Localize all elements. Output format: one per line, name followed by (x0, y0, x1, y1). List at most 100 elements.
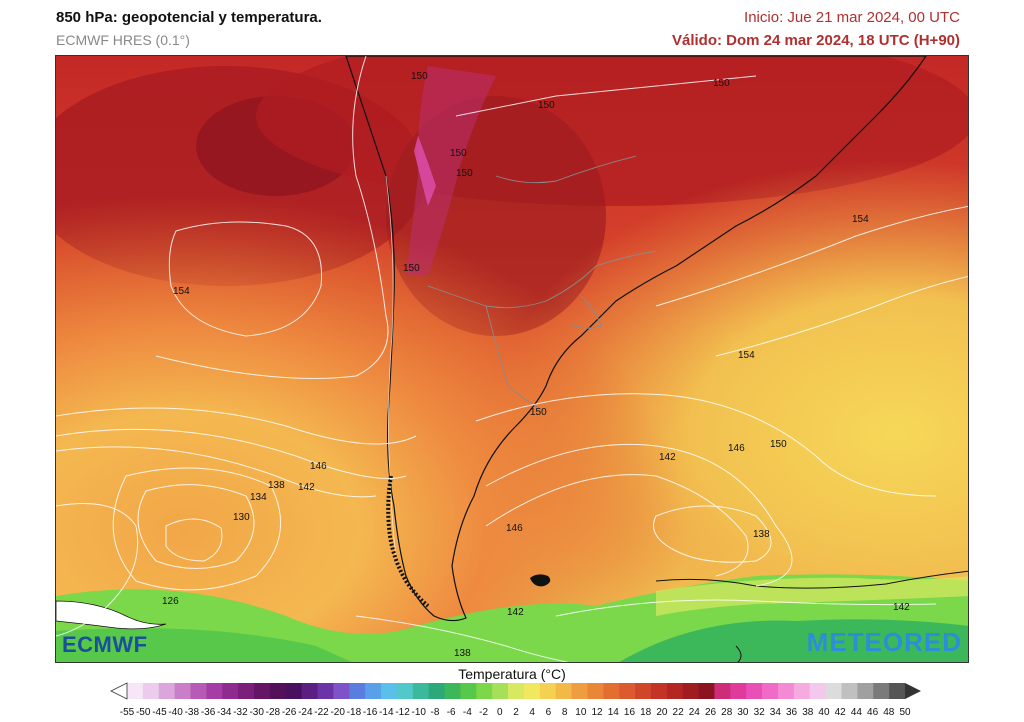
colorbar-tick-label: 46 (867, 707, 879, 718)
colorbar-tick-label: 4 (529, 707, 535, 718)
contour-142-south (555, 599, 937, 617)
label-142-4: 142 (893, 602, 910, 613)
contour-138-south (355, 615, 569, 662)
colorbar-tick-label: -55 (120, 707, 135, 718)
label-138-3: 138 (454, 648, 471, 659)
colorbar-tick-label: -16 (363, 707, 378, 718)
colorbar-swatch (412, 683, 430, 699)
label-146-3: 146 (506, 523, 523, 534)
colorbar-tick-label: -38 (185, 707, 200, 718)
colorbar-tick-label: 42 (835, 707, 847, 718)
colorbar-tick-label: -2 (479, 707, 488, 718)
antarctic-coast (655, 570, 968, 589)
label-150-3: 150 (713, 78, 730, 89)
colorbar-swatch (254, 683, 271, 699)
colorbar-title: Temperatura (°C) (458, 666, 566, 682)
colorbar-tick-label: -24 (298, 707, 313, 718)
andes-peak-pink (414, 136, 436, 206)
colorbar-tick-label: -32 (233, 707, 248, 718)
colorbar-swatch (476, 683, 493, 699)
colorbar-swatch (762, 683, 779, 699)
cold-anomaly-southwest (56, 56, 968, 662)
colorbar-swatch (619, 683, 636, 699)
contour-126 (165, 518, 223, 562)
colorbar-swatch (857, 683, 874, 699)
label-154-1: 154 (173, 286, 190, 297)
label-138-2: 138 (268, 480, 285, 491)
label-150-8: 150 (770, 439, 787, 450)
colorbar-tick-label: 0 (497, 707, 503, 718)
colorbar-swatch (158, 683, 176, 699)
colorbar-swatch (603, 683, 620, 699)
colorbar-tick-label: 32 (754, 707, 766, 718)
label-142-1: 142 (659, 452, 676, 463)
continent-outline (345, 56, 927, 622)
colorbar-tick-label: 34 (770, 707, 782, 718)
colorbar-labels: -55 -50 -45 -40 -38 -36 -34 -32 -30 -28 -26 -24 -22-… (120, 707, 911, 718)
falkland-islands (530, 574, 551, 587)
contour-138-east (653, 505, 772, 563)
label-130: 130 (233, 512, 250, 523)
colorbar-tick-label: 28 (721, 707, 733, 718)
colorbar-tick-label: 18 (640, 707, 652, 718)
map-panel: 150 150 150 150 150 150 154 154 154 150 … (55, 55, 969, 663)
colorbar-swatch (269, 683, 287, 699)
colorbar-tick-label: -26 (282, 707, 297, 718)
colorbar-swatch (539, 683, 557, 699)
colorbar-swatch (285, 683, 303, 699)
colorbar-swatch (396, 683, 414, 699)
label-154-3: 154 (738, 350, 755, 361)
contour-146 (56, 428, 407, 479)
colorbar-tick-label: -8 (431, 707, 440, 718)
colorbar-tick-label: 14 (608, 707, 620, 718)
colorbar-tick-label: 10 (575, 707, 587, 718)
colorbar-swatch (793, 683, 811, 699)
colorbar-tick-label: -36 (201, 707, 216, 718)
colorbar-swatch (381, 683, 398, 699)
colorbar-left-arrow (110, 682, 128, 700)
init-time: Inicio: Jue 21 mar 2024, 00 UTC (744, 9, 960, 26)
colorbar-tick-label: 12 (591, 707, 603, 718)
colorbar-swatch (746, 683, 763, 699)
colorbar-tick-label: -10 (412, 707, 427, 718)
colorbar-tick-label: -20 (330, 707, 345, 718)
contour-138-west (56, 503, 139, 637)
colorbar-tick-label: -22 (314, 707, 329, 718)
colorbar-tick-label: 22 (673, 707, 685, 718)
label-154-2: 154 (852, 214, 869, 225)
fjords (386, 475, 430, 608)
colorbar-swatch (635, 683, 652, 699)
colorbar-tick-label: 30 (737, 707, 749, 718)
colorbar-tick-label: -34 (217, 707, 232, 718)
label-150-7: 150 (530, 407, 547, 418)
contour-150-north (455, 75, 757, 117)
colorbar-swatch (523, 683, 541, 699)
colorbar-swatch (333, 683, 350, 699)
colorbar-swatch (730, 683, 747, 699)
colorbar-swatch (301, 683, 319, 699)
colorbar-swatch (142, 683, 160, 699)
contour-142-east (485, 474, 749, 577)
contour-142 (56, 446, 377, 498)
colorbar-swatch (349, 683, 366, 699)
colorbar-swatch (809, 683, 827, 699)
geopotential-contours (56, 56, 968, 662)
label-142-2: 142 (298, 482, 315, 493)
model-name: ECMWF HRES (0.1°) (56, 32, 190, 48)
cold-band-southeast (619, 619, 968, 662)
colorbar-tick-label: 40 (818, 707, 830, 718)
colorbar-tick-label: 20 (656, 707, 668, 718)
contour-130 (137, 484, 255, 569)
coast-detail (385, 175, 397, 557)
colorbar-swatch (825, 683, 842, 699)
colorbar-right-arrow (905, 683, 921, 699)
colorbar-tick-label: -6 (447, 707, 456, 718)
country-borders (427, 155, 657, 412)
colorbar-tick-label: -50 (136, 707, 151, 718)
colorbar-swatch (238, 683, 255, 699)
colorbar-swatch (650, 683, 668, 699)
colorbar-tick-label: 38 (802, 707, 814, 718)
rio-de-la-plata (570, 295, 602, 329)
colorbar-tick-label: 50 (899, 707, 911, 718)
colorbar-swatch (571, 683, 588, 699)
